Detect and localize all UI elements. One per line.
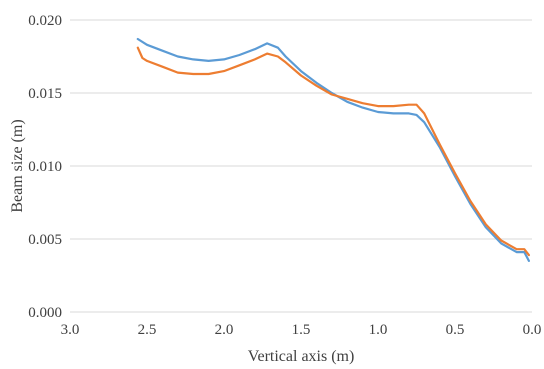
series-line-2 xyxy=(136,46,531,257)
x-tick-label: 3.0 xyxy=(61,322,80,338)
y-tick-label: 0.010 xyxy=(28,159,62,175)
x-axis-tick-labels: 3.0 2.5 2.0 1.5 1.0 0.5 0.0 xyxy=(61,322,542,338)
x-tick-label: 1.0 xyxy=(369,322,388,338)
x-tick-label: 2.0 xyxy=(215,322,234,338)
series-line-1 xyxy=(136,37,531,262)
x-axis-title: Vertical axis (m) xyxy=(248,348,355,365)
y-tick-label: 0.005 xyxy=(28,232,62,248)
x-tick-label: 1.5 xyxy=(292,322,311,338)
y-tick-label: 0.020 xyxy=(28,13,62,29)
plot-area xyxy=(136,37,531,262)
gridlines xyxy=(70,19,532,313)
y-axis-tick-labels: 0.000 0.005 0.010 0.015 0.020 xyxy=(28,13,62,321)
x-tick-label: 0.0 xyxy=(523,322,542,338)
x-tick-label: 0.5 xyxy=(446,322,465,338)
x-tick-label: 2.5 xyxy=(138,322,157,338)
y-tick-label: 0.000 xyxy=(28,305,62,321)
y-axis-title: Beam size (m) xyxy=(9,119,26,212)
y-tick-label: 0.015 xyxy=(28,86,62,102)
